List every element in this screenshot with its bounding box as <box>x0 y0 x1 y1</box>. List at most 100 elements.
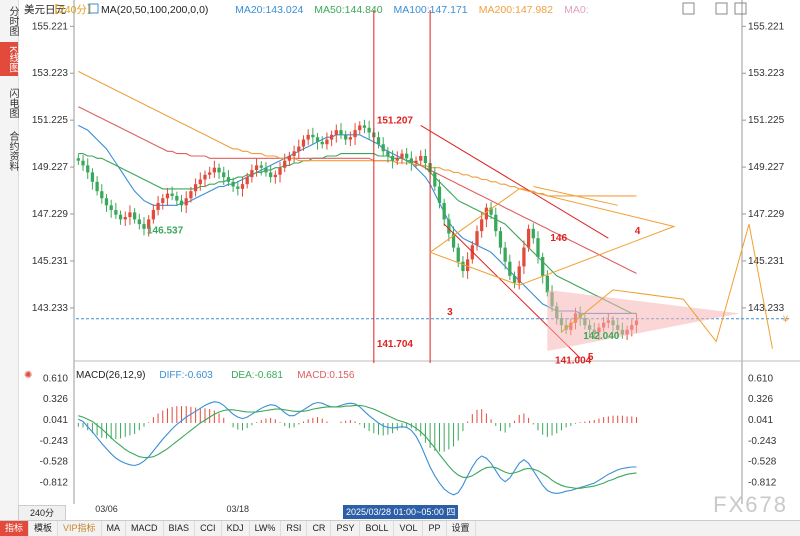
candle-body-82 <box>461 261 465 272</box>
candle-body-50 <box>311 134 315 138</box>
candle-body-36 <box>245 177 249 185</box>
indicator-tab-12[interactable]: BOLL <box>360 521 395 536</box>
x-tick-label-1: 03/18 <box>227 504 250 514</box>
tab-flash-chart[interactable]: 闪电图 <box>7 88 18 118</box>
indicator-tab-4[interactable]: MACD <box>126 521 164 536</box>
candle-body-70 <box>405 153 409 159</box>
indicator-tab-10[interactable]: CR <box>307 521 332 536</box>
left-tick-label-0: 155.221 <box>32 21 69 32</box>
candle-body-97 <box>531 228 535 239</box>
right-tick-label-3: 149.227 <box>748 162 785 173</box>
macd-right-tick-0: 0.610 <box>748 373 773 384</box>
candle-body-8 <box>114 210 118 215</box>
maximize-icon <box>715 2 728 15</box>
candle-body-38 <box>254 165 259 171</box>
candle-body-7 <box>109 205 113 211</box>
tab-contract-info[interactable]: 合约资料 <box>7 131 18 171</box>
candle-body-54 <box>329 134 334 140</box>
ma-toggle-icon <box>88 3 99 14</box>
annotation-2: 141.704 <box>377 339 414 350</box>
indicator-tab-6[interactable]: CCI <box>195 521 222 536</box>
x-tick-label-0: 03/06 <box>95 504 118 514</box>
annotation-7: 3 <box>447 307 453 318</box>
right-tick-label-0: 155.221 <box>748 21 785 32</box>
macd-left-tick-1: 0.326 <box>43 394 68 405</box>
candle-body-89 <box>494 214 498 232</box>
time-tooltip: 2025/03/28 01:00~05:00 四 <box>343 505 459 519</box>
macd-left-tick-0: 0.610 <box>43 373 68 384</box>
candle-body-60 <box>358 125 362 131</box>
indicator-tab-0[interactable]: 指标 <box>0 521 30 536</box>
indicator-tab-15[interactable]: 设置 <box>447 521 476 536</box>
macd-right-tick-2: 0.041 <box>748 415 773 426</box>
candle-body-25 <box>193 184 198 192</box>
candle-body-59 <box>353 130 357 138</box>
candle-body-72 <box>414 160 418 164</box>
indicator-tab-13[interactable]: VOL <box>394 521 424 536</box>
period-badge[interactable]: 240分 <box>18 505 66 521</box>
candle-body-98 <box>536 238 540 257</box>
annotation-6: 4 <box>635 226 641 237</box>
candle-body-85 <box>475 231 479 246</box>
indicator-tab-11[interactable]: PSY <box>331 521 361 536</box>
candle-body-92 <box>508 261 512 276</box>
candle-body-1 <box>81 160 85 166</box>
candle-body-78 <box>442 202 446 220</box>
candle-body-41 <box>268 172 273 178</box>
ma50-value: MA50:144.840 <box>314 4 382 16</box>
macd-line-dea <box>78 404 637 489</box>
candle-body-33 <box>231 181 235 187</box>
pink-triangle <box>547 289 740 351</box>
indicator-tab-9[interactable]: RSI <box>281 521 308 536</box>
candle-body-93 <box>512 275 517 283</box>
candle-body-61 <box>362 125 367 128</box>
candle-body-23 <box>184 198 188 206</box>
candle-body-14 <box>142 224 146 229</box>
candle-body-21 <box>175 195 179 201</box>
macd-left-tick-5: -0.812 <box>40 478 69 489</box>
indicator-tab-5[interactable]: BIAS <box>164 521 196 536</box>
candle-body-62 <box>367 127 371 133</box>
orange-wedge <box>429 188 676 286</box>
candle-body-65 <box>381 144 385 152</box>
candle-body-99 <box>541 256 545 276</box>
candle-body-32 <box>226 177 231 182</box>
ma-line-ma20 <box>78 124 637 314</box>
candle-body-74 <box>423 155 428 164</box>
indicator-tab-2[interactable]: VIP指标 <box>58 521 102 536</box>
candle-body-67 <box>390 155 395 161</box>
candle-body-40 <box>264 167 268 173</box>
left-tick-label-2: 151.225 <box>32 115 69 126</box>
gear-icon <box>682 2 695 15</box>
candle-body-16 <box>151 210 156 220</box>
candle-body-34 <box>236 186 240 189</box>
right-tick-label-1: 153.223 <box>748 68 785 79</box>
indicator-tab-7[interactable]: KDJ <box>222 521 250 536</box>
indicator-tab-3[interactable]: MA <box>102 521 127 536</box>
indicator-tab-1[interactable]: 模板 <box>29 521 59 536</box>
indicator-tab-14[interactable]: PP <box>423 521 447 536</box>
diff-value: DIFF:-0.603 <box>159 370 213 381</box>
candle-body-17 <box>156 202 160 211</box>
left-tick-label-1: 153.223 <box>32 68 69 79</box>
candle-body-31 <box>222 172 226 178</box>
right-tick-label-5: 145.231 <box>748 256 785 267</box>
candle-body-9 <box>118 214 123 220</box>
candle-body-10 <box>123 217 127 220</box>
tab-kline-chart[interactable]: K线图 <box>0 42 18 76</box>
candle-body-64 <box>376 137 381 145</box>
candle-body-79 <box>447 219 451 234</box>
candle-body-71 <box>409 158 413 164</box>
macd-right-tick-5: -0.812 <box>748 478 777 489</box>
indicator-tab-8[interactable]: LW% <box>250 521 282 536</box>
symbol-label: 美元日元 <box>24 3 66 16</box>
left-tick-label-6: 143.233 <box>32 303 69 314</box>
candle-body-66 <box>386 151 390 156</box>
candle-body-96 <box>526 228 531 248</box>
close-icon <box>734 2 747 15</box>
candle-body-12 <box>132 212 137 220</box>
tab-time-chart[interactable]: 分时图 <box>7 6 18 36</box>
ma100-value: MA100:147.171 <box>394 4 468 16</box>
candle-body-77 <box>437 186 442 203</box>
candle-body-28 <box>208 172 212 175</box>
